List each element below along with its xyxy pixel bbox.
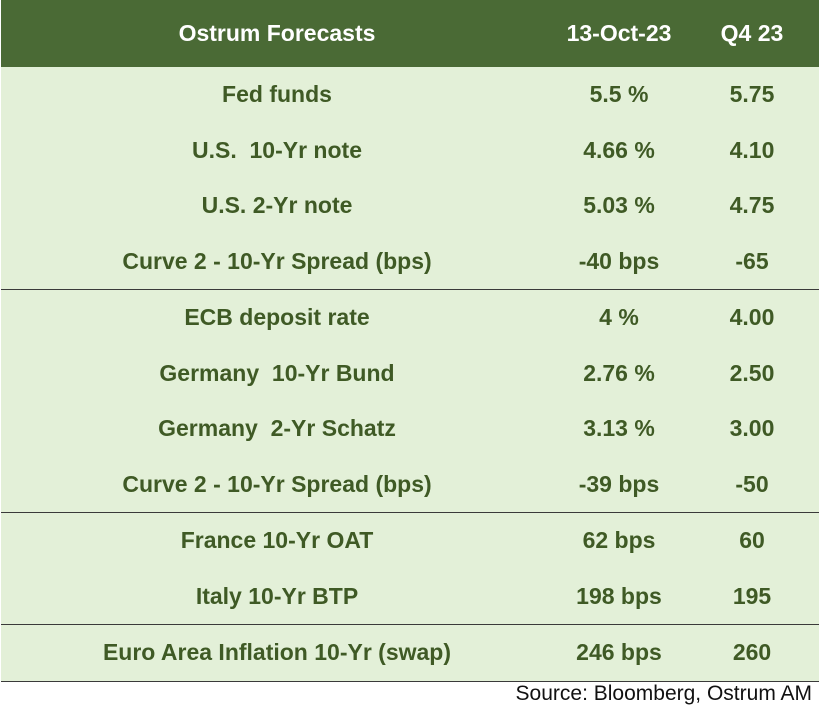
row-forecast: -65 bbox=[735, 247, 769, 274]
row-label: U.S. 2-Yr note bbox=[201, 192, 353, 219]
row-label: Euro Area Inflation 10-Yr (swap) bbox=[102, 639, 452, 666]
table-row: Italy 10-Yr BTP 198 bps 195 bbox=[1, 569, 819, 625]
row-current: 198 bps bbox=[576, 582, 662, 609]
row-forecast: 2.50 bbox=[729, 359, 775, 386]
row-forecast: 4.75 bbox=[729, 192, 775, 219]
row-label: Curve 2 - 10-Yr Spread (bps) bbox=[122, 247, 432, 274]
table-row: ECB deposit rate 4 % 4.00 bbox=[1, 290, 819, 346]
row-label: Germany 2-Yr Schatz bbox=[158, 415, 396, 442]
group-inflation: Euro Area Inflation 10-Yr (swap) 246 bps… bbox=[1, 624, 819, 681]
row-current: 5.03 % bbox=[583, 192, 655, 219]
row-label: France 10-Yr OAT bbox=[180, 527, 374, 554]
row-forecast: 60 bbox=[739, 527, 765, 554]
row-current: 246 bps bbox=[576, 639, 662, 666]
header-quarter: Q4 23 bbox=[720, 20, 784, 46]
group-us: Fed funds 5.5 % 5.75 U.S. 10-Yr note 4.6… bbox=[1, 67, 819, 289]
group-euro-core: ECB deposit rate 4 % 4.00 Germany 10-Yr … bbox=[1, 289, 819, 512]
row-label: ECB deposit rate bbox=[184, 304, 370, 331]
table-row: Curve 2 - 10-Yr Spread (bps) -40 bps -65 bbox=[1, 234, 819, 290]
row-current: 4 % bbox=[599, 304, 639, 331]
row-forecast: 260 bbox=[732, 639, 772, 666]
row-label: Italy 10-Yr BTP bbox=[195, 582, 359, 609]
table-header: Ostrum Forecasts 13-Oct-23 Q4 23 bbox=[1, 0, 819, 67]
table-row: U.S. 10-Yr note 4.66 % 4.10 bbox=[1, 123, 819, 179]
row-forecast: -50 bbox=[735, 470, 769, 497]
row-forecast: 4.10 bbox=[729, 136, 775, 163]
row-current: -40 bps bbox=[578, 247, 660, 274]
row-current: 2.76 % bbox=[583, 359, 655, 386]
group-euro-spreads: France 10-Yr OAT 62 bps 60 Italy 10-Yr B… bbox=[1, 512, 819, 624]
header-forecasts: Ostrum Forecasts bbox=[178, 20, 376, 46]
row-forecast: 195 bbox=[732, 582, 772, 609]
header-date: 13-Oct-23 bbox=[566, 20, 672, 46]
row-current: 62 bps bbox=[582, 527, 656, 554]
row-current: 4.66 % bbox=[583, 136, 655, 163]
table-row: Euro Area Inflation 10-Yr (swap) 246 bps… bbox=[1, 625, 819, 681]
row-forecast: 4.00 bbox=[729, 304, 775, 331]
row-forecast: 3.00 bbox=[729, 415, 775, 442]
table-row: Germany 10-Yr Bund 2.76 % 2.50 bbox=[1, 346, 819, 402]
row-current: 3.13 % bbox=[583, 415, 655, 442]
table-row: Fed funds 5.5 % 5.75 bbox=[1, 67, 819, 123]
row-label: U.S. 10-Yr note bbox=[192, 136, 362, 163]
row-current: 5.5 % bbox=[589, 81, 649, 108]
row-current: -39 bps bbox=[578, 470, 660, 497]
table-row: Germany 2-Yr Schatz 3.13 % 3.00 bbox=[1, 401, 819, 457]
row-forecast: 5.75 bbox=[729, 81, 775, 108]
table-row: U.S. 2-Yr note 5.03 % 4.75 bbox=[1, 178, 819, 234]
row-label: Fed funds bbox=[222, 81, 332, 108]
row-label: Curve 2 - 10-Yr Spread (bps) bbox=[122, 470, 432, 497]
row-label: Germany 10-Yr Bund bbox=[159, 359, 395, 386]
forecast-table: Ostrum Forecasts 13-Oct-23 Q4 23 Fed fun… bbox=[1, 0, 819, 682]
source-note: Source: Bloomberg, Ostrum AM bbox=[515, 682, 812, 705]
table-row: France 10-Yr OAT 62 bps 60 bbox=[1, 513, 819, 569]
table-row: Curve 2 - 10-Yr Spread (bps) -39 bps -50 bbox=[1, 457, 819, 513]
